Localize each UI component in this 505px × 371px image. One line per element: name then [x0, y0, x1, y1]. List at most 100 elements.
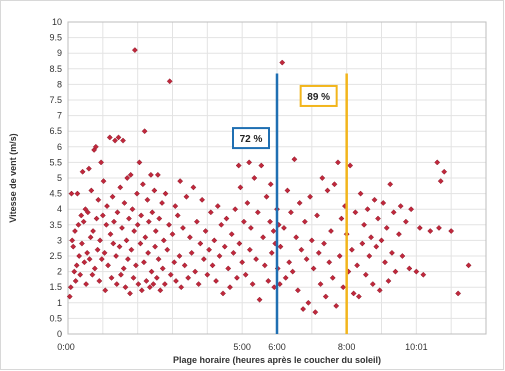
- data-point: [112, 137, 118, 144]
- y-tick-label: 0: [57, 329, 62, 339]
- data-point: [282, 274, 289, 281]
- data-point: [321, 240, 327, 247]
- data-point: [253, 256, 260, 263]
- data-point: [246, 246, 253, 253]
- data-point: [132, 262, 139, 269]
- data-point: [88, 187, 95, 194]
- data-point: [127, 290, 133, 297]
- data-point: [236, 240, 243, 247]
- data-point: [70, 243, 77, 250]
- data-point: [375, 215, 381, 222]
- data-point: [106, 134, 113, 141]
- data-point: [69, 237, 76, 244]
- data-point: [114, 209, 121, 216]
- data-point: [441, 168, 448, 175]
- data-point: [155, 256, 162, 263]
- data-point: [364, 206, 371, 213]
- data-point: [139, 181, 146, 188]
- data-point: [136, 159, 143, 166]
- data-point: [190, 184, 197, 191]
- data-point: [186, 234, 193, 241]
- data-point: [145, 249, 152, 256]
- x-tick-label: 8:00: [338, 342, 356, 352]
- data-point: [93, 215, 100, 222]
- data-point: [387, 181, 394, 188]
- data-point: [350, 290, 357, 297]
- data-point: [385, 278, 392, 284]
- data-point: [261, 262, 268, 269]
- data-point: [235, 162, 242, 169]
- data-point: [81, 259, 88, 266]
- data-point: [359, 240, 366, 247]
- data-point: [352, 209, 359, 216]
- data-point: [277, 243, 284, 250]
- data-point: [117, 184, 124, 191]
- data-point: [382, 259, 388, 266]
- y-tick-label: 9.5: [49, 33, 62, 43]
- data-point: [388, 249, 395, 256]
- data-point: [152, 243, 159, 250]
- data-point: [331, 181, 338, 188]
- x-tick-label: 5:00: [233, 342, 251, 352]
- data-point: [240, 218, 247, 225]
- data-point: [169, 231, 176, 238]
- data-point: [354, 262, 361, 269]
- data-point: [413, 268, 420, 275]
- y-tick-label: 6: [57, 142, 62, 152]
- data-point: [207, 209, 214, 216]
- data-point: [142, 234, 149, 241]
- data-point: [119, 224, 125, 231]
- data-point: [173, 278, 179, 284]
- y-tick-label: 3.5: [49, 220, 62, 230]
- data-point: [91, 265, 98, 272]
- data-point: [268, 249, 275, 256]
- y-tick-label: 8: [57, 79, 62, 89]
- data-point: [216, 253, 223, 259]
- data-point: [312, 309, 319, 316]
- data-point: [333, 302, 340, 309]
- y-axis-title: Vitesse de vent (m/s): [8, 133, 18, 222]
- data-point: [355, 293, 362, 300]
- data-point: [166, 221, 172, 228]
- data-point: [193, 218, 200, 225]
- data-point: [289, 268, 296, 275]
- data-point: [87, 234, 94, 241]
- data-point: [72, 228, 78, 234]
- data-point: [109, 193, 116, 200]
- data-point: [105, 262, 112, 269]
- data-point: [233, 274, 240, 281]
- y-tick-label: 3: [57, 235, 62, 245]
- data-point: [128, 246, 135, 253]
- data-point: [383, 224, 390, 231]
- data-point: [362, 271, 369, 278]
- data-point: [75, 221, 82, 228]
- data-point: [94, 246, 101, 253]
- data-point: [380, 200, 387, 206]
- data-point: [178, 284, 185, 291]
- y-tick-label: 7: [57, 111, 62, 121]
- data-point: [300, 306, 307, 312]
- data-point: [204, 271, 211, 278]
- data-point: [96, 278, 103, 284]
- data-point: [397, 203, 404, 210]
- y-tick-label: 2: [57, 267, 62, 277]
- data-point: [416, 224, 423, 231]
- data-point: [84, 249, 91, 256]
- data-point: [156, 215, 163, 222]
- data-point: [140, 259, 147, 266]
- data-point: [366, 253, 373, 259]
- data-point: [242, 271, 249, 278]
- data-point: [154, 171, 161, 178]
- percentile-label-box: [232, 127, 270, 150]
- data-point: [97, 237, 104, 244]
- data-point: [371, 196, 378, 203]
- data-point: [160, 237, 167, 244]
- data-point: [153, 274, 160, 281]
- data-point: [251, 175, 258, 181]
- data-point: [124, 175, 131, 181]
- data-point: [340, 284, 347, 291]
- data-point: [138, 212, 145, 219]
- data-point: [107, 231, 114, 238]
